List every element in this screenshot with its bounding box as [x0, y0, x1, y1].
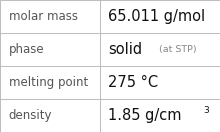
- Text: (at STP): (at STP): [156, 45, 197, 54]
- Text: melting point: melting point: [9, 76, 88, 89]
- Text: density: density: [9, 109, 52, 122]
- Text: solid: solid: [108, 42, 142, 57]
- Text: 275 °C: 275 °C: [108, 75, 158, 90]
- Text: 1.85 g/cm: 1.85 g/cm: [108, 108, 181, 123]
- Text: 65.011 g/mol: 65.011 g/mol: [108, 9, 205, 24]
- Text: phase: phase: [9, 43, 44, 56]
- Text: molar mass: molar mass: [9, 10, 78, 23]
- Text: 3: 3: [204, 106, 209, 115]
